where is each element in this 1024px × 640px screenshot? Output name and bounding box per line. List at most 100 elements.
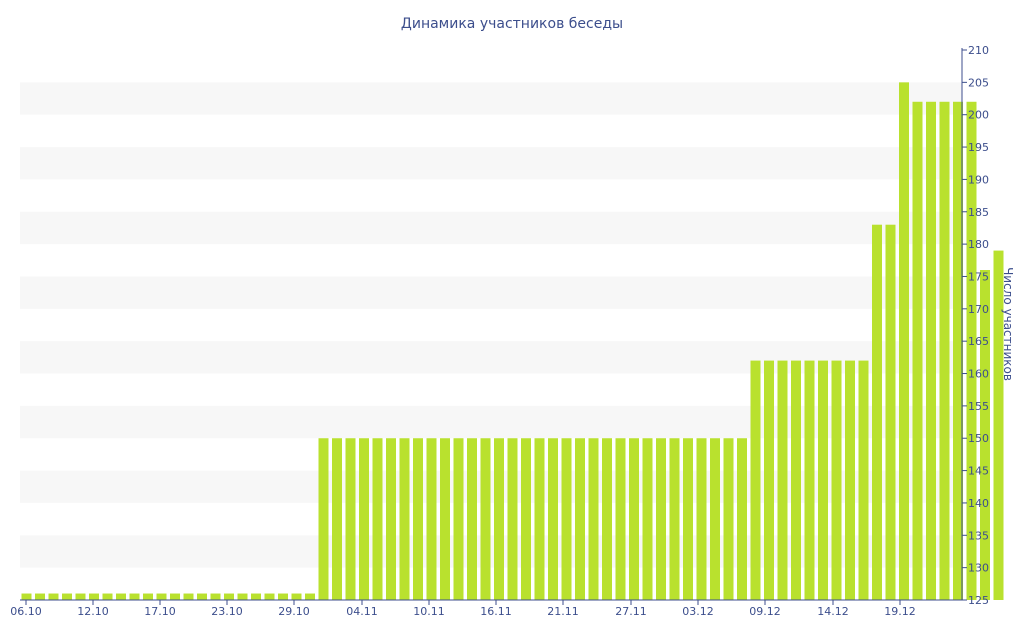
bar [737, 438, 747, 600]
bar [21, 593, 32, 600]
bar [575, 438, 585, 600]
bar [386, 438, 396, 600]
bar [156, 593, 167, 600]
y-tick-label: 210 [968, 44, 989, 57]
bar [426, 438, 437, 600]
y-tick-label: 155 [968, 400, 989, 413]
bar [102, 593, 113, 600]
y-axis-ticks: 125 130 135 140 145 150 155 160 165 170 175 180 185 1… [962, 44, 989, 607]
bar [143, 593, 153, 600]
bar [75, 593, 86, 600]
y-tick-label: 150 [968, 432, 989, 445]
bar [912, 101, 923, 600]
bar [467, 438, 477, 600]
bar [818, 360, 828, 600]
bar [858, 360, 869, 600]
x-tick-label: 29.10 [278, 605, 310, 618]
bar [480, 438, 491, 600]
y-tick-label: 195 [968, 141, 989, 154]
x-tick-label: 19.12 [884, 605, 916, 618]
bars [21, 82, 1004, 601]
bar [548, 438, 558, 600]
bar [656, 438, 666, 600]
y-tick-label: 160 [968, 368, 989, 381]
y-axis-label: Число участников [1001, 267, 1015, 381]
bar [210, 593, 221, 600]
bar [264, 593, 275, 600]
x-tick-label: 21.11 [547, 605, 579, 618]
bar [413, 438, 423, 600]
x-tick-label: 03.12 [682, 605, 714, 618]
bar [89, 593, 99, 600]
bar [278, 593, 288, 600]
bar [197, 593, 207, 600]
bar [494, 438, 504, 600]
bar [588, 438, 599, 600]
bar [845, 360, 855, 600]
bar [804, 360, 815, 600]
y-tick-label: 190 [968, 173, 989, 186]
bar [305, 593, 315, 600]
bar [723, 438, 734, 600]
grid-band [20, 276, 962, 309]
bar [777, 360, 788, 600]
bar [453, 438, 464, 600]
bar [980, 270, 990, 600]
bar [683, 438, 693, 600]
bar [48, 593, 59, 600]
bar [710, 438, 720, 600]
y-tick-label: 205 [968, 76, 989, 89]
bar [345, 438, 356, 600]
y-tick-label: 185 [968, 206, 989, 219]
bar [116, 593, 126, 600]
x-tick-label: 27.11 [615, 605, 647, 618]
bar [939, 101, 950, 600]
bar [170, 593, 180, 600]
x-tick-label: 16.11 [480, 605, 512, 618]
bar [561, 438, 572, 600]
bar [791, 360, 801, 600]
bar [183, 593, 194, 600]
x-tick-label: 14.12 [817, 605, 849, 618]
y-tick-label: 180 [968, 238, 989, 251]
x-tick-label: 04.11 [346, 605, 378, 618]
bar [399, 438, 410, 600]
x-tick-label: 10.11 [413, 605, 445, 618]
x-tick-label: 23.10 [211, 605, 243, 618]
bar [359, 438, 369, 600]
grid-band [20, 82, 962, 115]
y-tick-label: 145 [968, 465, 989, 478]
bar [251, 593, 261, 600]
bar [764, 360, 774, 600]
bar [291, 593, 302, 600]
x-tick-label: 09.12 [749, 605, 781, 618]
y-tick-label: 125 [968, 594, 989, 607]
bar [318, 438, 329, 600]
bar [696, 438, 707, 600]
bar [521, 438, 531, 600]
y-tick-label: 200 [968, 109, 989, 122]
bar [750, 360, 761, 600]
chart-title: Динамика участников беседы [401, 16, 623, 32]
grid-band [20, 147, 962, 180]
x-tick-label: 06.10 [10, 605, 42, 618]
x-tick-label: 17.10 [144, 605, 176, 618]
bar [534, 438, 545, 600]
y-tick-label: 175 [968, 270, 989, 283]
bar [899, 82, 909, 600]
y-tick-label: 130 [968, 562, 989, 575]
bar [372, 438, 383, 600]
bar [885, 224, 896, 601]
bar [966, 101, 977, 600]
y-tick-label: 165 [968, 335, 989, 348]
bar [237, 593, 248, 600]
bar [993, 250, 1004, 600]
bar [129, 593, 140, 600]
bar [629, 438, 639, 600]
bar [507, 438, 518, 600]
bar [224, 593, 234, 600]
bar [602, 438, 612, 600]
bar [669, 438, 680, 600]
bar [615, 438, 626, 600]
